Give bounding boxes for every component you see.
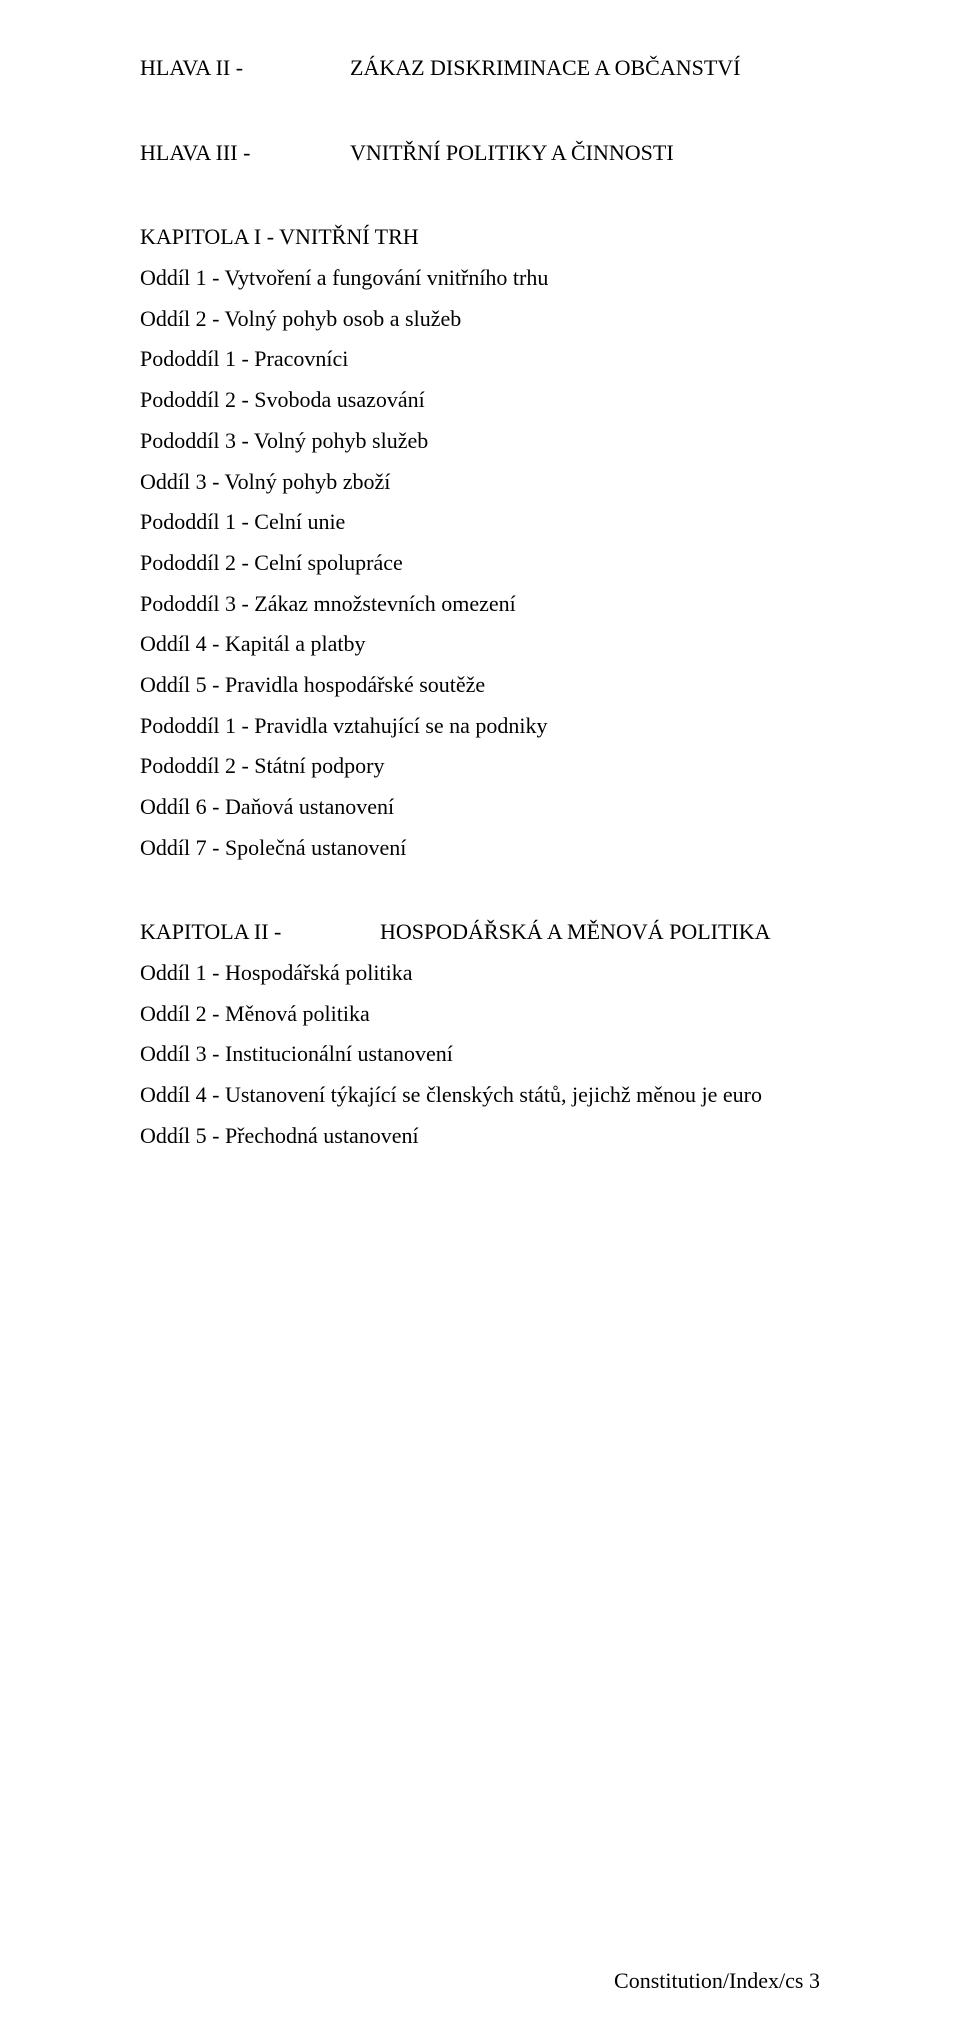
- pododdil-2-1: Pododdíl 1 - Pracovníci: [140, 339, 820, 380]
- kapitola-ii-label: KAPITOLA II -: [140, 912, 380, 953]
- pododdil-3-1: Pododdíl 1 - Celní unie: [140, 502, 820, 543]
- pododdil-3-2: Pododdíl 2 - Celní spolupráce: [140, 543, 820, 584]
- oddil-5: Oddíl 5 - Pravidla hospodářské soutěže: [140, 665, 820, 706]
- oddil-1: Oddíl 1 - Vytvoření a fungování vnitřníh…: [140, 258, 820, 299]
- pododdil-2-3: Pododdíl 3 - Volný pohyb služeb: [140, 421, 820, 462]
- k2-oddil-3: Oddíl 3 - Institucionální ustanovení: [140, 1034, 820, 1075]
- k2-oddil-4: Oddíl 4 - Ustanovení týkající se členský…: [140, 1075, 820, 1116]
- k2-oddil-1: Oddíl 1 - Hospodářská politika: [140, 953, 820, 994]
- hlava-ii-title: ZÁKAZ DISKRIMINACE A OBČANSTVÍ: [350, 48, 820, 89]
- k2-oddil-5: Oddíl 5 - Přechodná ustanovení: [140, 1116, 820, 1157]
- pododdil-5-1: Pododdíl 1 - Pravidla vztahující se na p…: [140, 706, 820, 747]
- oddil-7: Oddíl 7 - Společná ustanovení: [140, 828, 820, 869]
- k2-oddil-2: Oddíl 2 - Měnová politika: [140, 994, 820, 1035]
- kapitola-ii-title: HOSPODÁŘSKÁ A MĚNOVÁ POLITIKA: [380, 912, 820, 953]
- pododdil-3-3: Pododdíl 3 - Zákaz množstevních omezení: [140, 584, 820, 625]
- hlava-ii-heading: HLAVA II - ZÁKAZ DISKRIMINACE A OBČANSTV…: [140, 48, 820, 89]
- hlava-iii-label: HLAVA III -: [140, 133, 350, 174]
- oddil-6: Oddíl 6 - Daňová ustanovení: [140, 787, 820, 828]
- page-footer: Constitution/Index/cs 3: [614, 1961, 820, 2002]
- pododdil-5-2: Pododdíl 2 - Státní podpory: [140, 746, 820, 787]
- section-spacer: [140, 868, 820, 912]
- kapitola-i-title: KAPITOLA I - VNITŘNÍ TRH: [140, 217, 820, 258]
- hlava-iii-title: VNITŘNÍ POLITIKY A ČINNOSTI: [350, 133, 820, 174]
- oddil-3: Oddíl 3 - Volný pohyb zboží: [140, 462, 820, 503]
- oddil-4: Oddíl 4 - Kapitál a platby: [140, 624, 820, 665]
- document-page: HLAVA II - ZÁKAZ DISKRIMINACE A OBČANSTV…: [0, 0, 960, 2044]
- pododdil-2-2: Pododdíl 2 - Svoboda usazování: [140, 380, 820, 421]
- kapitola-ii-heading: KAPITOLA II - HOSPODÁŘSKÁ A MĚNOVÁ POLIT…: [140, 912, 820, 953]
- oddil-2: Oddíl 2 - Volný pohyb osob a služeb: [140, 299, 820, 340]
- hlava-ii-label: HLAVA II -: [140, 48, 350, 89]
- hlava-iii-heading: HLAVA III - VNITŘNÍ POLITIKY A ČINNOSTI: [140, 133, 820, 174]
